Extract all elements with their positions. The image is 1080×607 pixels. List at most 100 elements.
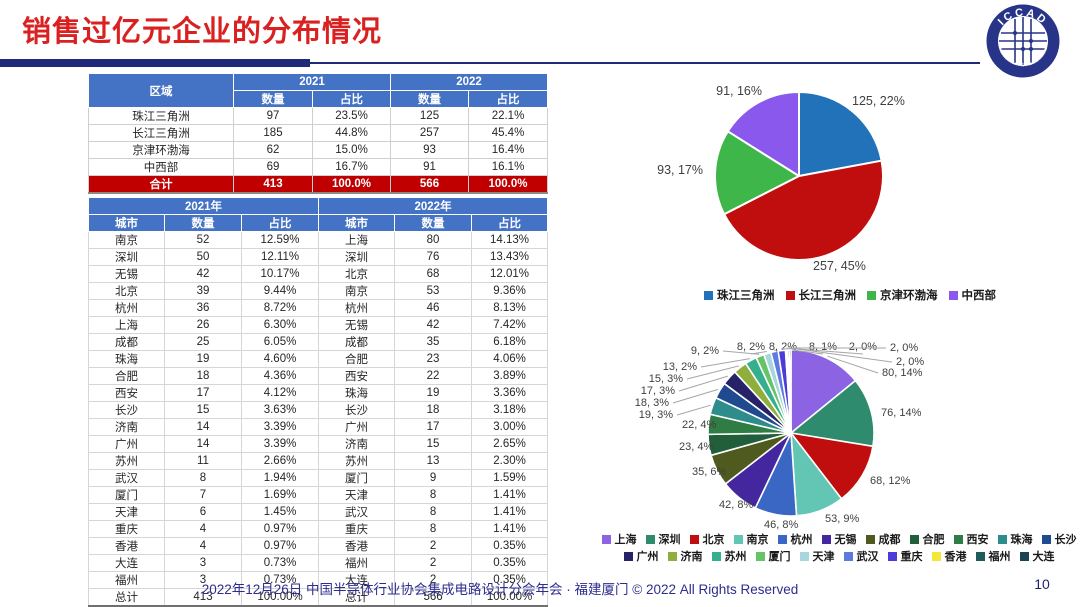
pie-data-label: 15, 3%	[649, 373, 683, 385]
pie-data-label: 9, 2%	[691, 345, 719, 357]
table-cell: 97	[233, 107, 313, 125]
region-row: 珠江三角洲 97 23.5% 125 22.1%	[88, 107, 548, 125]
pie-data-label: 80, 14%	[882, 367, 923, 379]
pie-data-label: 2, 0%	[849, 341, 877, 353]
legend-label: 无锡	[834, 534, 857, 546]
year-2021-header: 2021	[233, 73, 391, 91]
table-cell: 42	[394, 316, 473, 334]
legend-label: 长江三角洲	[798, 290, 857, 302]
table-cell: 上海	[318, 231, 396, 249]
table-cell: 京津环渤海	[88, 141, 234, 159]
legend-item-重庆: 重庆	[887, 548, 923, 564]
table-cell: 52	[164, 231, 242, 249]
legend-swatch	[997, 534, 1007, 544]
city-pie-legend-row-2: 广州 济南 苏州 厦门 天津 武汉 重庆 香港 福州 大连	[598, 548, 1080, 564]
city-row: 天津 6 1.45% 武汉 8 1.41%	[88, 503, 549, 521]
legend-label: 深圳	[658, 534, 681, 546]
table-header-row: 2021年 2022年	[87, 197, 549, 215]
region-row: 中西部 69 16.7% 91 16.1%	[88, 158, 548, 176]
table-cell: 成都	[318, 333, 396, 351]
legend-item-天津: 天津	[799, 548, 835, 564]
legend-label: 北京	[702, 534, 725, 546]
table-cell: 9.36%	[471, 282, 549, 300]
pie-data-label: 76, 14%	[881, 407, 922, 419]
city-row: 苏州 11 2.66% 苏州 13 2.30%	[88, 452, 549, 470]
table-cell: 3.39%	[240, 435, 320, 453]
legend-swatch	[785, 290, 795, 300]
legend-swatch	[953, 534, 963, 544]
legend-item-珠海: 珠海	[997, 531, 1033, 547]
legend-swatch	[777, 534, 787, 544]
table-cell: 4.06%	[471, 350, 549, 368]
table-cell: 天津	[318, 486, 396, 504]
legend-label: 广州	[636, 551, 659, 563]
table-cell: 6.30%	[240, 316, 320, 334]
table-cell: 23.5%	[312, 107, 391, 125]
pie-slice-京津环渤海	[714, 130, 800, 216]
table-cell: 深圳	[318, 248, 396, 266]
table-cell: 18	[394, 401, 473, 419]
table-cell: 总计	[88, 588, 165, 607]
pie-data-label: 125, 22%	[852, 94, 905, 108]
table-cell: 35	[394, 333, 473, 351]
legend-swatch	[733, 534, 743, 544]
table-cell: 8.13%	[471, 299, 549, 317]
legend-label: 西安	[966, 534, 989, 546]
share-header: 占比	[471, 214, 549, 232]
table-cell: 合肥	[318, 350, 396, 368]
table-cell: 6	[164, 503, 242, 521]
table-cell: 南京	[318, 282, 396, 300]
city-detail-table: 2021年 2022年 城市 数量 占比 城市 数量 占比 南京 52 12.59%…	[87, 197, 549, 607]
count-header: 数量	[394, 214, 473, 232]
table-cell: 22	[394, 367, 473, 385]
table-cell: 100.00%	[240, 588, 320, 607]
city-row: 广州 14 3.39% 济南 15 2.65%	[88, 435, 549, 453]
table-cell: 53	[394, 282, 473, 300]
city-pie-legend-row-1: 上海 深圳 北京 南京 杭州 无锡 成都 合肥 西安 珠海 长沙	[598, 531, 1080, 547]
table-cell: 0.73%	[240, 571, 320, 589]
table-cell: 19	[394, 384, 473, 402]
table-cell: 8	[394, 520, 473, 538]
pie-data-label: 18, 3%	[635, 397, 669, 409]
city-row: 福州 3 0.73% 大连 2 0.35%	[88, 571, 549, 589]
city-row: 香港 4 0.97% 香港 2 0.35%	[88, 537, 549, 555]
legend-label: 武汉	[856, 551, 879, 563]
table-cell: 12.59%	[240, 231, 320, 249]
pie-data-label: 35, 6%	[692, 466, 726, 478]
table-cell: 合肥	[88, 367, 165, 385]
table-cell: 413	[164, 588, 242, 607]
legend-swatch	[909, 534, 919, 544]
label-leader-line	[676, 404, 711, 416]
legend-swatch	[755, 551, 765, 561]
table-cell: 北京	[318, 265, 396, 283]
table-cell: 西安	[88, 384, 165, 402]
count-header: 数量	[164, 214, 242, 232]
legend-swatch	[887, 551, 897, 561]
legend-item-长沙: 长沙	[1041, 531, 1077, 547]
table-cell: 珠海	[318, 384, 396, 402]
legend-item-大连: 大连	[1019, 548, 1055, 564]
table-cell: 36	[164, 299, 242, 317]
legend-swatch	[711, 551, 721, 561]
pie-data-label: 22, 4%	[682, 419, 716, 431]
table-cell: 大连	[318, 571, 396, 589]
table-cell: 1.45%	[240, 503, 320, 521]
table-cell: 3.63%	[240, 401, 320, 419]
region-total-row: 合计 413 100.0% 566 100.0%	[88, 175, 548, 194]
table-cell: 69	[233, 158, 313, 176]
table-cell: 长沙	[88, 401, 165, 419]
pie-slice-大连	[788, 349, 792, 434]
legend-item-济南: 济南	[667, 548, 703, 564]
city-row: 北京 39 9.44% 南京 53 9.36%	[88, 282, 549, 300]
region-summary-table: 区域 2021 2022 数量 占比 数量 占比 珠江三角洲 97 23.5% 125…	[88, 73, 548, 194]
table-cell: 中西部	[88, 158, 234, 176]
legend-label: 济南	[680, 551, 703, 563]
city-row: 上海 26 6.30% 无锡 42 7.42%	[88, 316, 549, 334]
legend-item-长江三角洲: 长江三角洲	[785, 287, 857, 303]
legend-item-中西部: 中西部	[948, 287, 996, 303]
legend-item-成都: 成都	[865, 531, 901, 547]
region-pie-legend: 珠江三角洲 长江三角洲 京津环渤海 中西部	[620, 287, 1080, 303]
table-cell: 2.66%	[240, 452, 320, 470]
table-cell: 武汉	[318, 503, 396, 521]
table-cell: 566	[390, 175, 469, 194]
